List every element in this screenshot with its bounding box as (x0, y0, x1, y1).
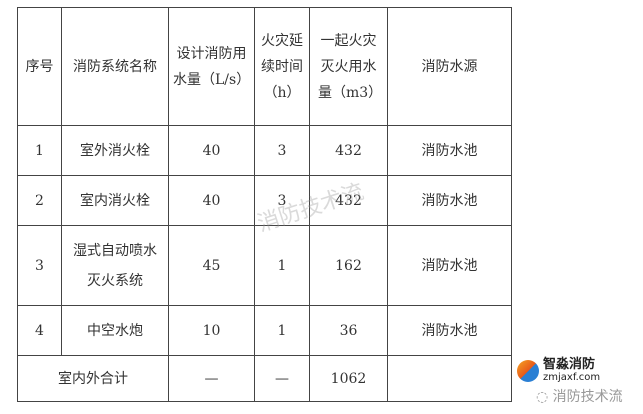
table-row: 4 中空水炮 10 1 36 消防水池 (17, 305, 512, 356)
cell: 消防水池 (387, 125, 512, 176)
wechat-icon: ◌ (536, 389, 553, 405)
header-cell: 消防系统名称 (61, 7, 169, 126)
header-cell: 消防水源 (387, 7, 512, 126)
cell: 432 (309, 175, 388, 226)
header-row: 序号 消防系统名称 设计消防用水量（L/s） 火灾延续时间（h） 一起火灾灭火用… (17, 7, 512, 126)
cell: 162 (309, 225, 388, 306)
table-row: 1 室外消火栓 40 3 432 消防水池 (17, 125, 512, 176)
cell: 432 (309, 125, 388, 176)
total-row: 室内外合计 — — 1062 (17, 355, 512, 402)
header-cell: 设计消防用水量（L/s） (168, 7, 255, 126)
cell: 消防水池 (387, 305, 512, 356)
cell: — (254, 355, 310, 402)
table-row: 2 室内消火栓 40 3 432 消防水池 (17, 175, 512, 226)
cell: 1062 (309, 355, 388, 402)
brand-logo: 智淼消防 zmjaxf.com (517, 358, 600, 383)
cell: 室外消火栓 (61, 125, 169, 176)
cell: 10 (168, 305, 255, 356)
fire-water-table: 序号 消防系统名称 设计消防用水量（L/s） 火灾延续时间（h） 一起火灾灭火用… (17, 7, 512, 402)
cell: 消防水池 (387, 175, 512, 226)
cell: 湿式自动喷水灭火系统 (61, 225, 169, 306)
cell: 40 (168, 125, 255, 176)
header-cell: 一起火灾灭火用水量（m3） (309, 7, 388, 126)
cell: 1 (254, 225, 310, 306)
cell: 消防水池 (387, 225, 512, 306)
header-cell: 序号 (17, 7, 62, 126)
brand-name: 智淼消防 (543, 357, 596, 372)
cell: 中空水炮 (61, 305, 169, 356)
cell: 36 (309, 305, 388, 356)
cell: 2 (17, 175, 62, 226)
cell: 40 (168, 175, 255, 226)
wechat-account: 消防技术流 (552, 389, 623, 405)
cell: 3 (254, 125, 310, 176)
brand-url: zmjaxf.com (543, 372, 601, 383)
cell: 室内消火栓 (61, 175, 169, 226)
cell: 1 (254, 305, 310, 356)
cell: 45 (168, 225, 255, 306)
header-cell: 火灾延续时间（h） (254, 7, 310, 126)
total-label: 室内外合计 (17, 355, 169, 402)
cell (387, 355, 512, 402)
cell: 4 (17, 305, 62, 356)
cell: 1 (17, 125, 62, 176)
wechat-watermark: ◌ 消防技术流 (536, 386, 623, 406)
cell: — (168, 355, 255, 402)
logo-icon (517, 359, 539, 382)
cell: 3 (17, 225, 62, 306)
